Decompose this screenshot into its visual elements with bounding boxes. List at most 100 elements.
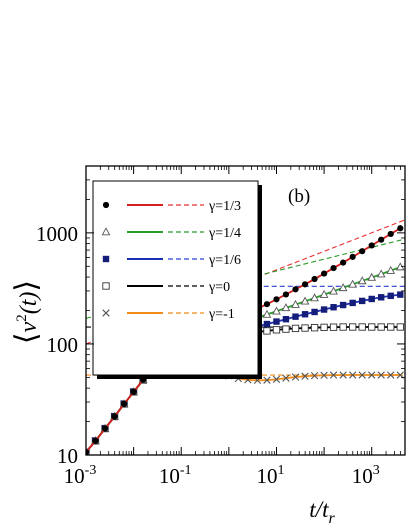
data-point-0-3 (111, 413, 118, 420)
legend: γ=1/3 γ=1/4 γ=1/6 γ=0 γ=-1 (92, 180, 262, 379)
data-point-0-19 (263, 301, 271, 308)
data-point-4-30 (368, 371, 376, 379)
data-point-4-19 (263, 376, 271, 384)
data-point-3-29 (358, 323, 366, 331)
legend-marker-0 (102, 201, 110, 209)
data-point-0-30 (368, 242, 375, 249)
data-point-3-32 (387, 323, 395, 331)
axes: 10-3 10-1 101 103 10 100 1000 t/tr ⟨v2(t)⟩ (10, 165, 406, 527)
data-point-4-26 (329, 371, 338, 379)
data-point-0-20 (273, 296, 280, 303)
data-point-2-28 (349, 299, 356, 307)
data-point-1-22 (291, 299, 300, 308)
data-point-2-20 (273, 318, 280, 325)
data-point-1-19 (262, 309, 272, 318)
data-point-0-31 (378, 236, 385, 243)
data-point-0-4 (120, 400, 128, 408)
data-point-0-2 (101, 425, 109, 432)
data-point-0-24 (311, 275, 318, 283)
data-point-4-22 (291, 373, 300, 381)
x-tick-label-0: 10-3 (64, 463, 97, 488)
data-point-2-30 (368, 295, 375, 303)
data-point-1-24 (310, 293, 319, 302)
data-point-3-25 (320, 323, 328, 332)
data-point-4-20 (272, 375, 281, 384)
data-point-0-33 (397, 225, 404, 232)
data-point-1-29 (357, 276, 367, 285)
data-point-2-22 (292, 313, 299, 320)
data-point-0-26 (330, 264, 337, 272)
data-point-4-27 (339, 371, 347, 379)
data-point-4-28 (348, 371, 357, 379)
data-point-1-27 (338, 283, 348, 292)
legend-label-0: γ=1/3 (208, 199, 241, 214)
data-point-1-31 (376, 269, 386, 278)
data-point-0-27 (340, 259, 347, 266)
data-point-3-21 (282, 325, 290, 333)
data-point-0-29 (359, 248, 366, 255)
data-point-2-19 (263, 320, 271, 328)
data-point-2-31 (377, 294, 385, 301)
data-point-3-27 (339, 323, 347, 331)
data-point-2-24 (311, 308, 318, 316)
data-point-1-25 (319, 289, 329, 298)
data-point-4-23 (301, 372, 309, 380)
data-point-3-31 (377, 323, 385, 331)
data-point-3-24 (310, 324, 319, 332)
data-point-1-21 (281, 303, 291, 312)
x-tick-label-1: 10-1 (159, 463, 192, 488)
data-point-3-30 (368, 323, 376, 331)
y-tick-label-0: 10 (57, 444, 78, 468)
legend-label-1: γ=1/4 (208, 226, 241, 241)
y-axis-title: ⟨v2(t)⟩ (10, 280, 43, 344)
legend-marker-2 (102, 255, 110, 263)
data-point-3-22 (291, 324, 300, 333)
data-point-0-28 (349, 253, 356, 260)
legend-marker-4 (102, 309, 110, 317)
x-axis-title: t/tr (309, 497, 335, 527)
panel-label: (b) (288, 186, 310, 207)
data-point-3-19 (263, 327, 271, 335)
data-point-1-26 (329, 286, 338, 295)
data-point-2-25 (320, 306, 328, 313)
data-point-3-33 (396, 323, 404, 331)
data-point-0-25 (320, 270, 328, 277)
data-point-3-20 (272, 326, 281, 334)
data-point-4-31 (377, 371, 385, 379)
data-point-4-32 (387, 371, 395, 379)
data-point-0-23 (301, 281, 309, 288)
data-point-0-22 (292, 286, 299, 293)
x-tick-label-3: 103 (352, 463, 380, 488)
y-tick-label-2: 1000 (36, 222, 78, 246)
data-point-4-21 (282, 374, 290, 382)
data-point-1-28 (348, 279, 358, 288)
data-point-3-28 (349, 323, 357, 331)
legend-marker-3 (102, 282, 110, 290)
data-point-2-27 (339, 301, 347, 309)
data-point-2-23 (301, 311, 309, 318)
data-point-4-29 (358, 371, 366, 379)
data-point-0-21 (282, 291, 290, 298)
data-point-1-30 (367, 272, 377, 281)
data-point-0-32 (387, 230, 394, 238)
data-point-1-23 (300, 296, 310, 305)
data-point-0-0 (86, 449, 90, 455)
legend-marker-1 (101, 227, 111, 236)
data-point-2-26 (330, 304, 337, 311)
data-point-2-33 (397, 291, 404, 298)
y-tick-label-1: 100 (47, 333, 79, 357)
data-point-4-24 (310, 371, 319, 380)
data-point-2-21 (282, 315, 290, 323)
legend-label-3: γ=0 (208, 280, 230, 295)
data-point-3-26 (329, 323, 338, 331)
data-point-2-29 (358, 297, 366, 305)
data-point-2-32 (387, 292, 394, 300)
data-point-3-23 (301, 324, 309, 332)
data-point-1-32 (386, 265, 396, 274)
data-point-1-20 (272, 306, 281, 315)
legend-label-2: γ=1/6 (208, 253, 241, 268)
data-point-0-5 (130, 388, 137, 395)
data-point-4-25 (320, 371, 328, 379)
legend-box (92, 180, 259, 376)
